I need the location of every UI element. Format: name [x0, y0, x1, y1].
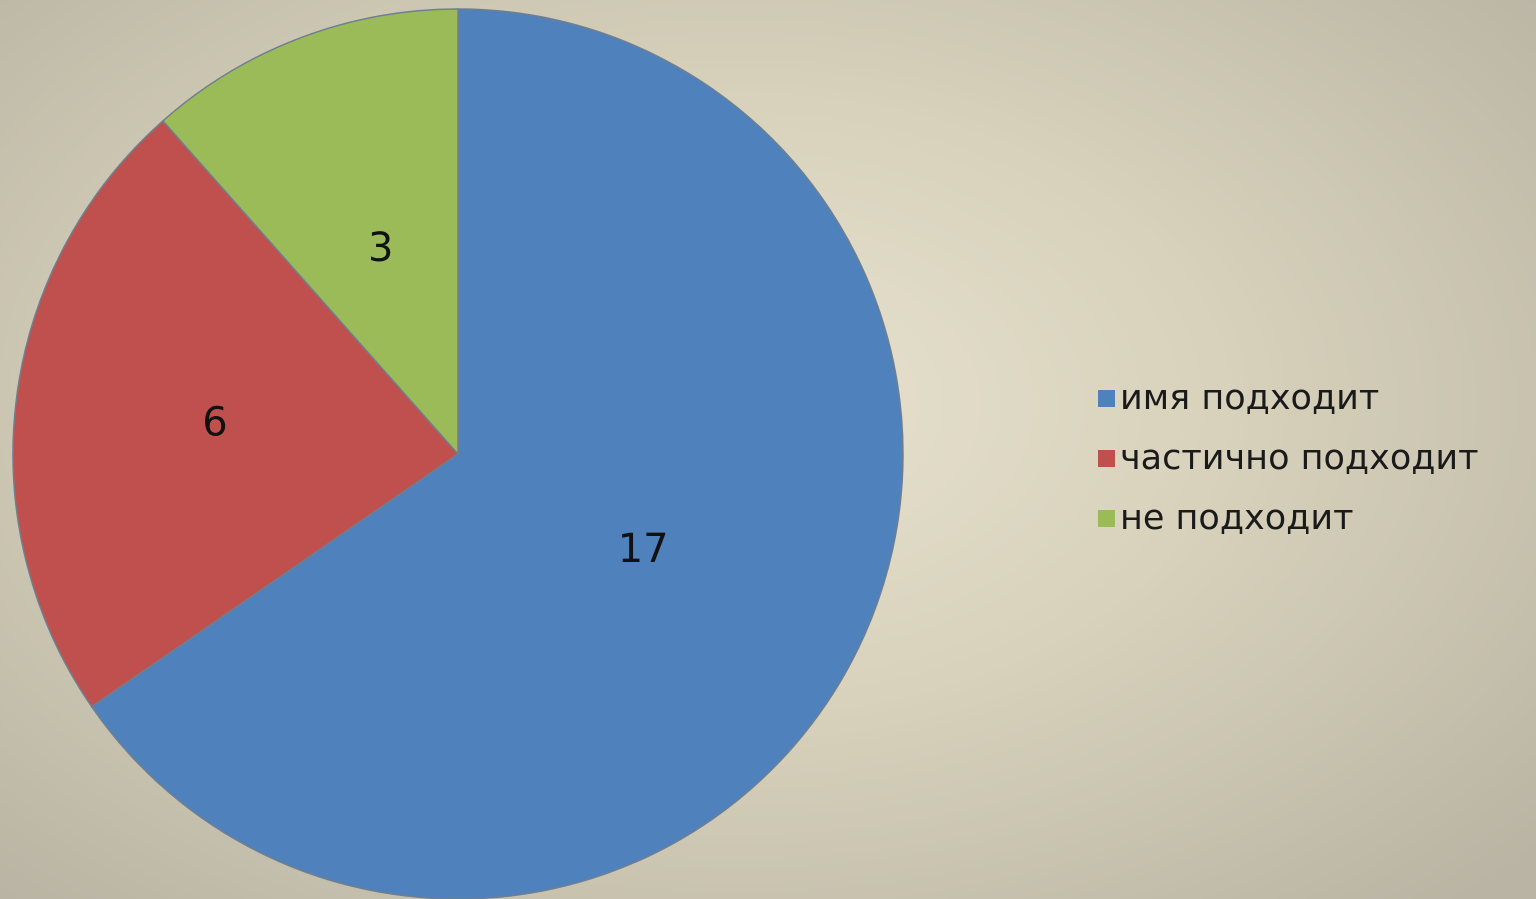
legend-label-name-fits: имя подходит — [1120, 378, 1380, 418]
data-label-name-fits: 17 — [618, 526, 669, 572]
pie-slice-name-fits — [90, 8, 904, 899]
legend: имя подходит частично подходит не подход… — [1098, 368, 1479, 548]
data-label-does-not-fit: 3 — [368, 225, 393, 271]
legend-item-does-not-fit: не подходит — [1098, 488, 1479, 548]
legend-swatch-does-not-fit — [1098, 509, 1115, 527]
data-label-partially-fits: 6 — [202, 400, 227, 446]
legend-swatch-name-fits — [1098, 389, 1115, 407]
legend-label-partially-fits: частично подходит — [1120, 438, 1479, 478]
legend-label-does-not-fit: не подходит — [1120, 498, 1354, 538]
legend-swatch-partially-fits — [1098, 449, 1115, 467]
pie-slice-partially-fits — [12, 119, 460, 708]
pie-slice-does-not-fit — [161, 8, 459, 456]
legend-item-name-fits: имя подходит — [1098, 368, 1479, 428]
legend-item-partially-fits: частично подходит — [1098, 428, 1479, 488]
